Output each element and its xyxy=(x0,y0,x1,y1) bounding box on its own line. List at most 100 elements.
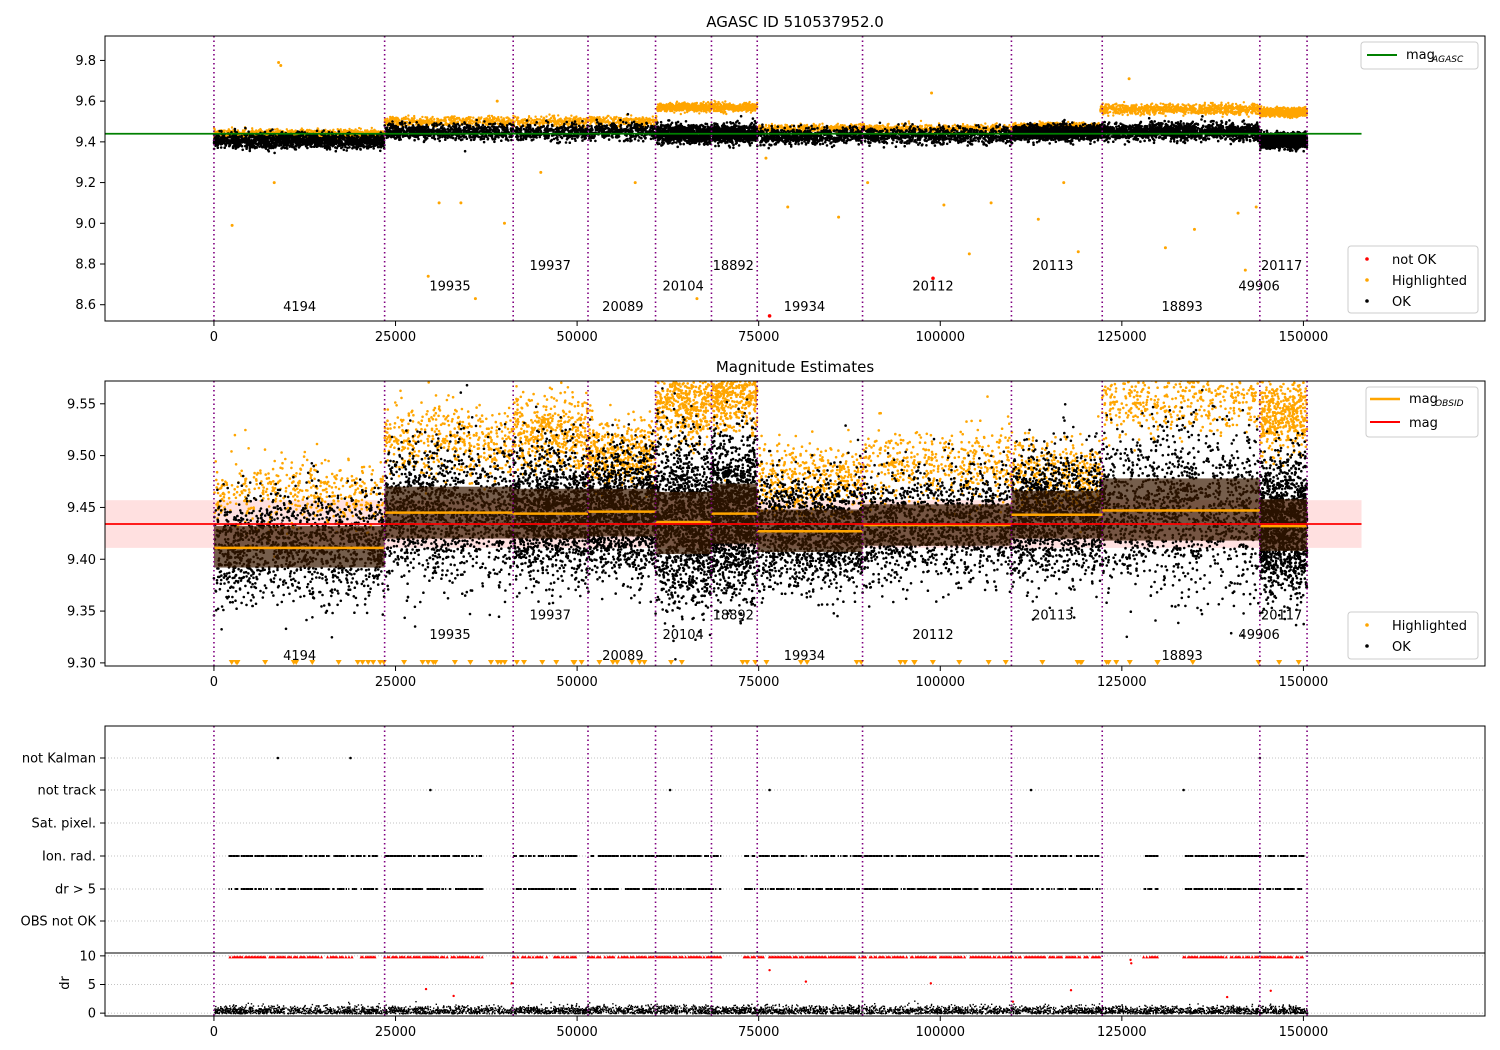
clipped-marker xyxy=(501,660,508,665)
clipped-marker xyxy=(467,660,474,665)
dr-outlier xyxy=(1011,1000,1015,1003)
highlighted-outlier xyxy=(495,99,499,103)
dr-ytick-label: 5 xyxy=(88,978,96,993)
agasc-magnitude-panel: AGASC ID 510537952.0 4194 19935 19937 20089… xyxy=(75,13,1486,345)
p1-obsid-label: 49906 xyxy=(1238,279,1279,294)
p1-xtick-label: 75000 xyxy=(738,330,779,345)
legend-ok: OK xyxy=(1392,295,1411,310)
p1-obsid-label: 4194 xyxy=(283,300,316,315)
clipped-marker xyxy=(1189,660,1196,665)
clipped-marker xyxy=(739,660,746,665)
clipped-marker xyxy=(290,660,297,665)
p2-xtick-label: 25000 xyxy=(375,675,416,690)
p2-xtick-label: 75000 xyxy=(738,675,779,690)
flag-points xyxy=(228,855,1305,857)
p2-obsid-label: 19935 xyxy=(429,628,470,643)
p1-obsid-label: 20104 xyxy=(662,279,703,294)
highlighted-outlier xyxy=(426,274,430,278)
highlighted-points xyxy=(383,113,658,132)
p1-xtick-label: 0 xyxy=(210,330,218,345)
flag-point xyxy=(668,788,672,792)
p2-ytick-label: 9.45 xyxy=(67,501,96,516)
p1-xtick-label: 25000 xyxy=(375,330,416,345)
clipped-marker xyxy=(797,660,804,665)
highlighted-points xyxy=(710,381,759,482)
p2-ytick-label: 9.40 xyxy=(67,553,96,568)
ok-points xyxy=(1258,129,1309,153)
p1-obsid-label: 20117 xyxy=(1261,259,1302,274)
p3-xtick-label: 125000 xyxy=(1097,1025,1147,1040)
dr-outlier xyxy=(804,980,808,983)
clipped-marker xyxy=(956,660,963,665)
clipped-marker xyxy=(228,660,235,665)
clipped-marker xyxy=(425,660,432,665)
ok-points xyxy=(655,114,759,150)
flag-point xyxy=(429,788,432,792)
highlighted-outlier xyxy=(437,201,441,205)
highlighted-outlier xyxy=(1036,217,1040,221)
dr-outlier xyxy=(1225,995,1229,999)
flag-point xyxy=(276,756,280,760)
p1-obsid-label: 20089 xyxy=(602,300,643,315)
clipped-marker xyxy=(354,660,361,665)
p2-obsid-label: 20117 xyxy=(1261,608,1302,623)
highlighted-outlier xyxy=(1127,77,1131,81)
p2-obsid-label: 20089 xyxy=(602,649,643,664)
flag-row-label: not track xyxy=(37,784,96,799)
p2-obsid-label: 18893 xyxy=(1161,649,1202,664)
clipped-marker xyxy=(636,660,643,665)
flag-point xyxy=(1029,788,1033,792)
dr-points xyxy=(214,1000,1309,1015)
dr-axis-label: dr xyxy=(58,976,73,990)
dr-outlier xyxy=(929,982,933,985)
clipped-marker xyxy=(1078,660,1085,665)
p2-xtick-label: 50000 xyxy=(556,675,597,690)
highlighted-outlier xyxy=(967,252,971,256)
not-ok-point xyxy=(931,276,935,281)
dr-outlier xyxy=(1069,989,1073,992)
p1-ytick-label: 8.8 xyxy=(75,258,96,273)
clipped-marker xyxy=(901,660,908,665)
p1-ytick-label: 9.0 xyxy=(75,217,96,232)
highlighted-outlier xyxy=(272,181,276,185)
highlighted-outlier xyxy=(539,170,543,174)
clipped-marker xyxy=(539,660,546,665)
p2-obsid-label: 49906 xyxy=(1238,628,1279,643)
ok-points xyxy=(1098,114,1262,146)
clipped-marker xyxy=(335,660,342,665)
clipped-marker xyxy=(401,660,408,665)
clipped-marker xyxy=(365,660,372,665)
p2-obsid-label: 19937 xyxy=(530,608,571,623)
dr-outlier xyxy=(424,987,428,991)
p1-ytick-label: 9.4 xyxy=(75,135,96,150)
highlighted-points xyxy=(586,403,657,510)
highlighted-outlier xyxy=(473,297,477,301)
p1-obsid-label: 18892 xyxy=(713,259,754,274)
magnitude-estimates-panel: Magnitude Estimates 4194 19935 19937 20089 2… xyxy=(67,358,1486,690)
clipped-marker xyxy=(1295,660,1302,665)
legend2-ok: OK xyxy=(1392,640,1411,655)
p2-xtick-label: 150000 xyxy=(1279,675,1329,690)
clipped-marker xyxy=(487,660,494,665)
highlighted-outlier xyxy=(459,201,463,205)
clipped-marker xyxy=(571,660,578,665)
clipped-marker xyxy=(451,660,458,665)
highlighted-points xyxy=(656,99,759,116)
highlighted-outlier xyxy=(502,221,506,225)
clipped-marker xyxy=(494,660,501,665)
legend-mag-obsid: mag xyxy=(1409,392,1438,407)
legend2-highlighted: Highlighted xyxy=(1392,619,1467,634)
dr-ytick-label: 0 xyxy=(88,1007,96,1022)
p3-xtick-label: 25000 xyxy=(375,1025,416,1040)
highlighted-outlier xyxy=(837,215,841,219)
flag-row-label: dr > 5 xyxy=(55,883,96,898)
clipped-marker xyxy=(419,660,426,665)
clipped-marker xyxy=(668,660,675,665)
p2-obsid-label: 20104 xyxy=(662,628,703,643)
dr-outlier xyxy=(452,994,455,998)
clipped-marker xyxy=(853,660,860,665)
clipped-marker xyxy=(628,660,635,665)
highlighted-outlier xyxy=(1243,268,1247,272)
highlighted-outlier xyxy=(1062,181,1066,185)
flag-row-label: Ion. rad. xyxy=(42,850,96,865)
